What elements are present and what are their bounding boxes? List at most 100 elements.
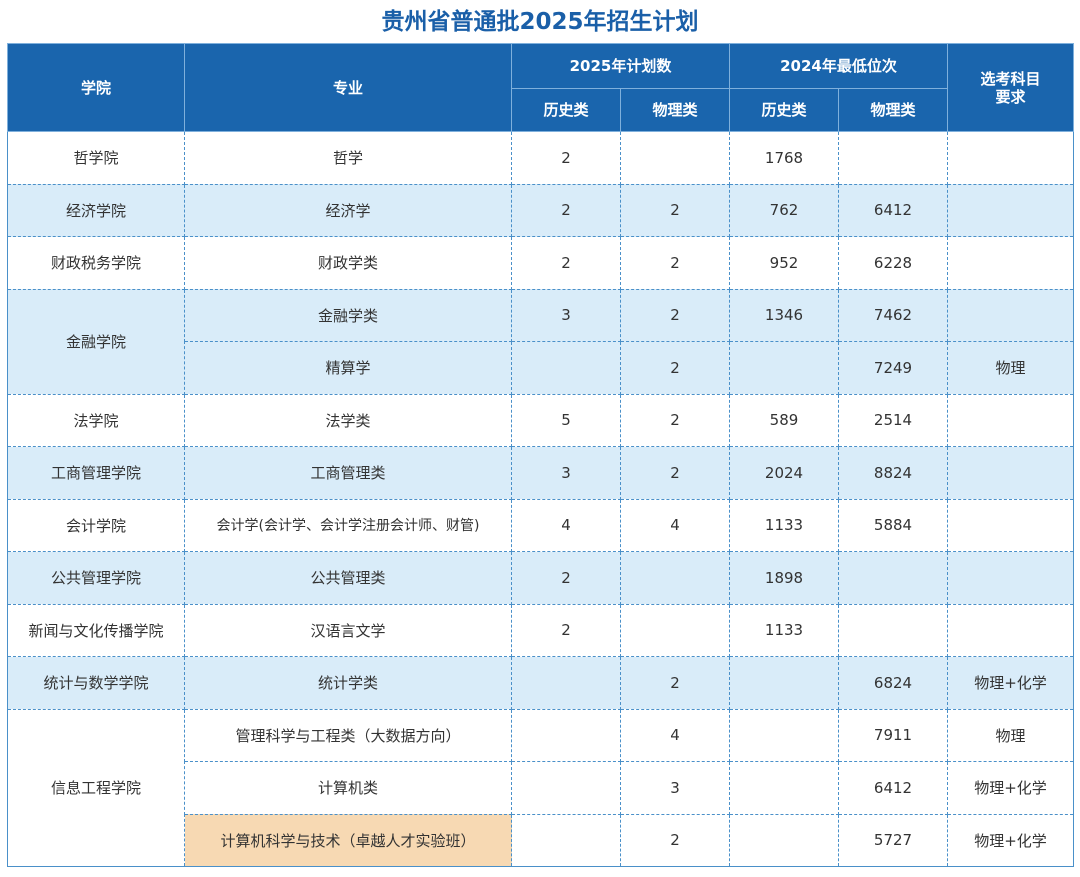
table-row: 法学院 法学类 5 2 589 2514	[7, 393, 1074, 447]
plan-physics-cell: 2	[620, 236, 730, 290]
major-cell: 计算机类	[184, 761, 512, 815]
subject-req-cell	[947, 236, 1074, 290]
rank-history-cell	[729, 708, 839, 762]
admission-plan-table: 学院 专业 2025年计划数 2024年最低位次 选考科目 要求 历史类 物理类…	[7, 43, 1074, 867]
rank-history-cell	[729, 656, 839, 710]
rank-physics-cell: 7462	[838, 288, 948, 342]
header-rank-2024: 2024年最低位次	[729, 43, 948, 89]
college-cell: 信息工程学院	[7, 708, 185, 867]
rank-history-cell: 1346	[729, 288, 839, 342]
major-cell: 哲学	[184, 131, 512, 185]
rank-physics-cell: 6412	[838, 183, 948, 237]
plan-physics-cell: 2	[620, 341, 730, 395]
subject-req-cell	[947, 393, 1074, 447]
rank-physics-cell: 6824	[838, 656, 948, 710]
major-cell: 公共管理类	[184, 551, 512, 605]
rank-history-cell: 589	[729, 393, 839, 447]
rank-history-cell	[729, 813, 839, 867]
major-cell: 管理科学与工程类（大数据方向）	[184, 708, 512, 762]
rank-physics-cell: 6412	[838, 761, 948, 815]
college-cell: 财政税务学院	[7, 236, 185, 290]
subject-req-cell	[947, 183, 1074, 237]
major-cell: 金融学类	[184, 288, 512, 342]
table-row: 工商管理学院 工商管理类 3 2 2024 8824	[7, 446, 1074, 500]
rank-physics-cell	[838, 131, 948, 185]
plan-history-cell: 4	[511, 498, 621, 552]
rank-physics-cell	[838, 551, 948, 605]
subject-req-cell	[947, 131, 1074, 185]
rank-history-cell: 1133	[729, 603, 839, 657]
rank-history-cell: 762	[729, 183, 839, 237]
subject-req-cell: 物理+化学	[947, 761, 1074, 815]
college-cell: 统计与数学学院	[7, 656, 185, 710]
table-row: 财政税务学院 财政学类 2 2 952 6228	[7, 236, 1074, 290]
college-cell: 金融学院	[7, 288, 185, 395]
subject-req-cell: 物理	[947, 708, 1074, 762]
plan-physics-cell	[620, 603, 730, 657]
table-row: 公共管理学院 公共管理类 2 1898	[7, 551, 1074, 605]
plan-physics-cell	[620, 551, 730, 605]
rank-physics-cell: 5884	[838, 498, 948, 552]
major-cell: 会计学(会计学、会计学注册会计师、财管)	[184, 498, 512, 552]
plan-history-cell	[511, 341, 621, 395]
table-row: 信息工程学院 管理科学与工程类（大数据方向） 4 7911 物理	[7, 708, 1074, 867]
plan-history-cell: 3	[511, 288, 621, 342]
college-cell: 公共管理学院	[7, 551, 185, 605]
rank-history-cell: 952	[729, 236, 839, 290]
rank-history-cell: 1768	[729, 131, 839, 185]
college-cell: 法学院	[7, 393, 185, 447]
major-cell: 工商管理类	[184, 446, 512, 500]
table-row: 经济学院 经济学 2 2 762 6412	[7, 183, 1074, 237]
header-rank-history: 历史类	[729, 88, 839, 132]
subject-req-cell	[947, 603, 1074, 657]
subject-req-cell	[947, 446, 1074, 500]
rank-physics-cell: 2514	[838, 393, 948, 447]
rank-history-cell: 1133	[729, 498, 839, 552]
major-cell: 计算机科学与技术（卓越人才实验班）	[184, 813, 512, 867]
college-cell: 工商管理学院	[7, 446, 185, 500]
plan-history-cell: 2	[511, 551, 621, 605]
major-cell: 统计学类	[184, 656, 512, 710]
plan-physics-cell: 2	[620, 288, 730, 342]
subject-req-cell	[947, 288, 1074, 342]
plan-history-cell	[511, 761, 621, 815]
header-subject-requirement: 选考科目 要求	[947, 43, 1074, 132]
rank-physics-cell	[838, 603, 948, 657]
rank-history-cell: 2024	[729, 446, 839, 500]
plan-history-cell: 2	[511, 236, 621, 290]
college-cell: 哲学院	[7, 131, 185, 185]
rank-physics-cell: 7911	[838, 708, 948, 762]
subject-req-cell: 物理+化学	[947, 656, 1074, 710]
rank-history-cell: 1898	[729, 551, 839, 605]
header-rank-physics: 物理类	[838, 88, 948, 132]
plan-physics-cell	[620, 131, 730, 185]
header-plan-physics: 物理类	[620, 88, 730, 132]
rank-history-cell	[729, 761, 839, 815]
subject-req-cell: 物理+化学	[947, 813, 1074, 867]
header-plan-history: 历史类	[511, 88, 621, 132]
college-cell: 经济学院	[7, 183, 185, 237]
table-row: 新闻与文化传播学院 汉语言文学 2 1133	[7, 603, 1074, 657]
subject-req-cell	[947, 551, 1074, 605]
table-row: 金融学院 金融学类 3 2 1346 7462	[7, 288, 1074, 395]
table-row: 统计与数学学院 统计学类 2 6824 物理+化学	[7, 656, 1074, 710]
plan-history-cell: 2	[511, 603, 621, 657]
rank-history-cell	[729, 341, 839, 395]
plan-history-cell: 2	[511, 131, 621, 185]
subject-req-cell	[947, 498, 1074, 552]
major-cell: 法学类	[184, 393, 512, 447]
major-cell: 财政学类	[184, 236, 512, 290]
table-row: 会计学院 会计学(会计学、会计学注册会计师、财管) 4 4 1133 5884	[7, 498, 1074, 552]
table-row: 计算机类 3 6412 物理+化学	[8, 761, 1074, 815]
table-row: 计算机科学与技术（卓越人才实验班） 2 5727 物理+化学	[8, 813, 1074, 867]
plan-history-cell	[511, 813, 621, 867]
college-cell: 新闻与文化传播学院	[7, 603, 185, 657]
plan-physics-cell: 2	[620, 393, 730, 447]
table-row: 精算学 2 7249 物理	[8, 341, 1074, 395]
plan-history-cell	[511, 708, 621, 762]
plan-physics-cell: 4	[620, 498, 730, 552]
rank-physics-cell: 5727	[838, 813, 948, 867]
plan-history-cell: 5	[511, 393, 621, 447]
plan-history-cell: 3	[511, 446, 621, 500]
plan-physics-cell: 2	[620, 183, 730, 237]
